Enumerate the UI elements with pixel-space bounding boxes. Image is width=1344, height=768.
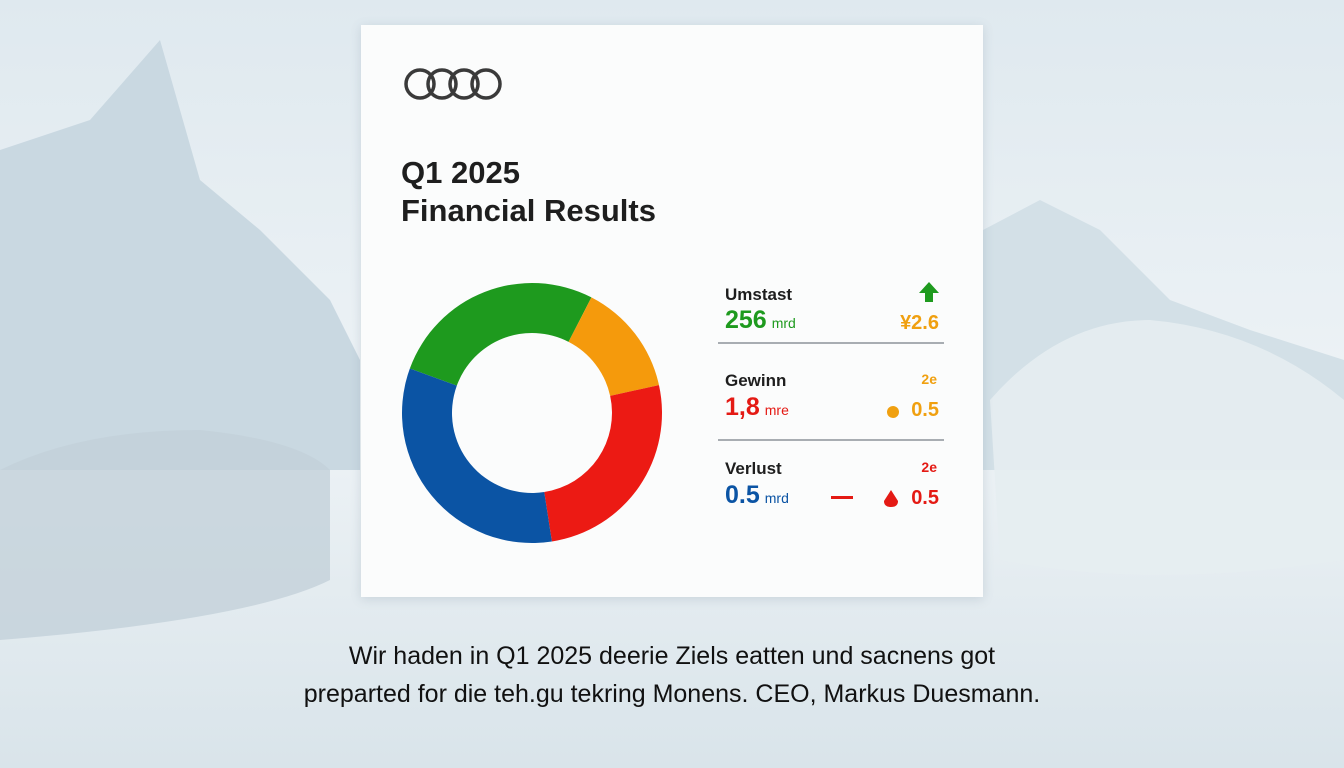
title: Q1 2025 [401,155,520,190]
dash [831,496,853,499]
metric-change: 0.5 [911,487,939,509]
value: 1,8 [725,393,760,421]
metric-label: Umstast [725,285,793,304]
metric-label: Verlust [725,459,782,478]
separator [718,342,944,344]
value: 256 [725,306,767,334]
unit: mrd [771,315,796,331]
unit: mrd [764,490,789,506]
car [990,320,1344,575]
donut-segment [568,297,659,396]
icon [884,490,898,507]
metric-note: 2e [921,371,937,387]
metric-change: ¥2.6 [900,312,939,334]
results-card: Q1 2025 Financial Results Umstast 256 mrd… [361,25,983,597]
logo [404,68,502,100]
donut-segment [402,368,552,543]
quote-line: preparted for die teh.gu tekring Monens.… [303,680,1041,708]
metric-value: 256 mrd [725,306,796,335]
metric-value: 0.5 mrd [725,481,789,510]
separator [718,439,944,441]
donut-segment [544,385,662,542]
metric-label: Gewinn [725,371,787,390]
metric-value: 1,8 mre [725,393,789,422]
car [0,430,330,640]
up-arrow [919,282,939,302]
icon [887,406,899,418]
title: Financial Results [401,193,656,228]
metric-note: 2e [921,459,937,475]
donut-segment [409,283,592,386]
metric-change: 0.5 [911,399,939,421]
quote-line: Wir haden in Q1 2025 deerie Ziels eatten… [348,642,996,670]
value: 0.5 [725,481,760,509]
mountain [0,40,360,470]
unit: mre [764,402,789,418]
donut-chart [402,283,662,543]
